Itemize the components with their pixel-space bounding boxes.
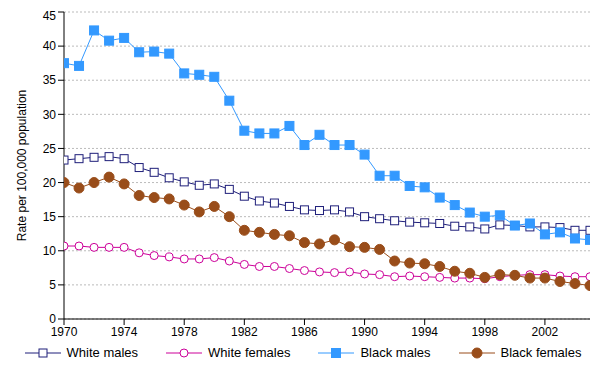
svg-text:40: 40: [43, 39, 57, 53]
svg-text:1994: 1994: [411, 325, 438, 339]
svg-text:1978: 1978: [171, 325, 198, 339]
svg-text:15: 15: [43, 210, 57, 224]
html-text:Black females: Black females: [500, 345, 582, 360]
svg-text:30: 30: [43, 108, 57, 122]
svg-text:10: 10: [43, 244, 57, 258]
svg-text:45: 45: [43, 9, 57, 23]
svg-text:20: 20: [43, 176, 57, 190]
html-text:Black males: Black males: [360, 345, 431, 360]
html-text:White males: White males: [66, 345, 139, 360]
svg-text:5: 5: [49, 278, 56, 292]
svg-text:Rate per 100,000 population: Rate per 100,000 population: [15, 90, 29, 241]
svg-text:1990: 1990: [351, 325, 378, 339]
svg-text:1998: 1998: [471, 325, 498, 339]
svg-text:35: 35: [43, 73, 57, 87]
html-text:White females: White females: [208, 345, 291, 360]
svg-text:25: 25: [43, 142, 57, 156]
svg-text:1982: 1982: [231, 325, 258, 339]
svg-text:1970: 1970: [51, 325, 78, 339]
svg-text:2002: 2002: [532, 325, 559, 339]
svg-text:0: 0: [49, 312, 56, 326]
svg-text:1986: 1986: [291, 325, 318, 339]
svg-text:1974: 1974: [111, 325, 138, 339]
